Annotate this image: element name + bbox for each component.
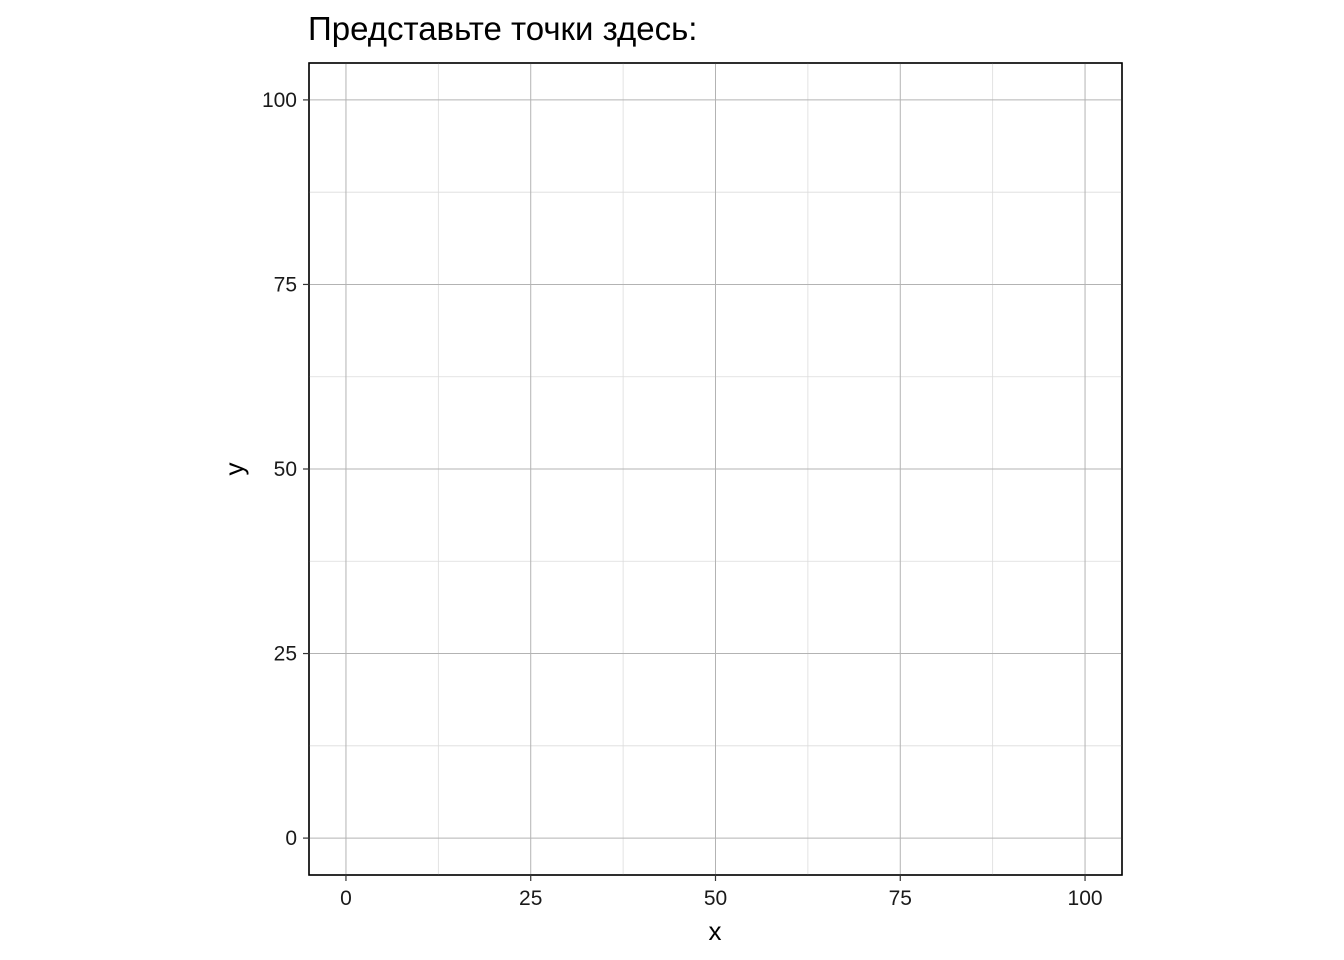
x-tick-label: 75 <box>889 887 912 910</box>
x-tick-label: 50 <box>704 887 727 910</box>
chart-title: Представьте точки здесь: <box>308 10 697 47</box>
y-tick-label: 25 <box>274 643 297 666</box>
x-tick-label: 100 <box>1068 887 1103 910</box>
y-tick-label: 0 <box>285 827 297 850</box>
y-tick-label: 100 <box>262 89 297 112</box>
x-axis-ticks: 0 25 50 75 100 <box>340 875 1103 910</box>
y-tick-label: 75 <box>274 273 297 296</box>
x-tick-label: 25 <box>519 887 542 910</box>
x-axis-label: x <box>709 916 722 946</box>
y-axis-ticks: 0 25 50 75 100 <box>262 89 309 850</box>
y-axis-label: y <box>219 463 249 476</box>
x-tick-label: 0 <box>340 887 352 910</box>
y-tick-label: 50 <box>274 458 297 481</box>
major-gridlines <box>309 63 1122 875</box>
